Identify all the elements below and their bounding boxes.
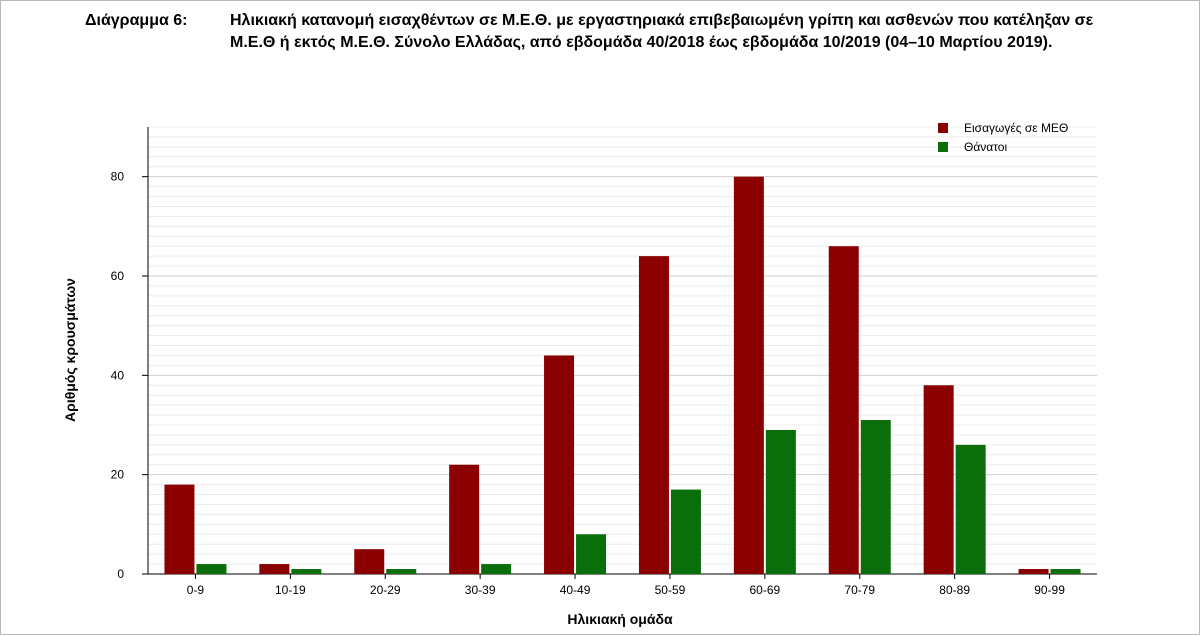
- bar-deaths-70-79: [860, 420, 891, 574]
- bar-icu-admissions-80-89: [923, 385, 954, 574]
- y-tick-label: 60: [111, 269, 125, 283]
- bar-deaths-60-69: [765, 429, 796, 574]
- legend-swatch: [938, 123, 948, 133]
- bar-icu-admissions-70-79: [828, 246, 859, 574]
- bar-icu-admissions-20-29: [354, 549, 385, 574]
- x-tick-label: 0-9: [187, 583, 205, 597]
- x-tick-label: 90-99: [1034, 583, 1065, 597]
- x-tick-label: 10-19: [275, 583, 306, 597]
- x-tick-label: 50-59: [655, 583, 686, 597]
- bar-icu-admissions-0-9: [164, 484, 195, 574]
- y-tick-label: 80: [111, 170, 125, 184]
- x-axis-title: Ηλικιακή ομάδα: [567, 611, 673, 627]
- grid-lines: [148, 126, 1097, 575]
- bar-deaths-50-59: [670, 489, 701, 574]
- bar-icu-admissions-10-19: [259, 564, 290, 574]
- y-tick-label: 40: [111, 368, 125, 382]
- bars: [164, 176, 1081, 574]
- chart-title: Ηλικιακή κατανομή εισαχθέντων σε Μ.Ε.Θ. …: [230, 12, 1094, 51]
- axes: [142, 127, 1097, 579]
- bar-icu-admissions-60-69: [733, 176, 764, 574]
- x-tick-label: 70-79: [844, 583, 875, 597]
- bar-icu-admissions-90-99: [1018, 569, 1049, 574]
- bar-deaths-0-9: [196, 564, 227, 574]
- bar-deaths-30-39: [481, 564, 512, 574]
- legend-label: Εισαγωγές σε ΜΕΘ: [964, 121, 1068, 135]
- y-tick-label: 20: [111, 468, 125, 482]
- y-axis-title: Αριθμός κρουσμάτων: [62, 278, 78, 422]
- bar-deaths-80-89: [955, 444, 986, 574]
- x-tick-label: 30-39: [465, 583, 496, 597]
- bar-icu-admissions-50-59: [638, 256, 669, 574]
- legend-swatch: [938, 142, 948, 152]
- tick-labels: 0 20 40 60 80 0-9 10-19 20-29 30-39 40-49 50-59 60-…: [111, 170, 1066, 597]
- bar-icu-admissions-40-49: [544, 355, 575, 574]
- x-tick-label: 80-89: [939, 583, 970, 597]
- bar-deaths-90-99: [1050, 569, 1081, 574]
- bar-deaths-40-49: [576, 534, 607, 574]
- x-tick-label: 60-69: [749, 583, 780, 597]
- x-tick-label: 20-29: [370, 583, 401, 597]
- legend-label: Θάνατοι: [964, 140, 1007, 154]
- x-tick-label: 40-49: [560, 583, 591, 597]
- bar-deaths-20-29: [386, 569, 417, 574]
- bar-icu-admissions-30-39: [449, 464, 480, 574]
- bar-deaths-10-19: [291, 569, 322, 574]
- y-tick-label: 0: [117, 567, 124, 581]
- figure-label: Διάγραμμα 6:: [85, 12, 188, 29]
- legend: Εισαγωγές σε ΜΕΘ Θάνατοι: [938, 121, 1068, 154]
